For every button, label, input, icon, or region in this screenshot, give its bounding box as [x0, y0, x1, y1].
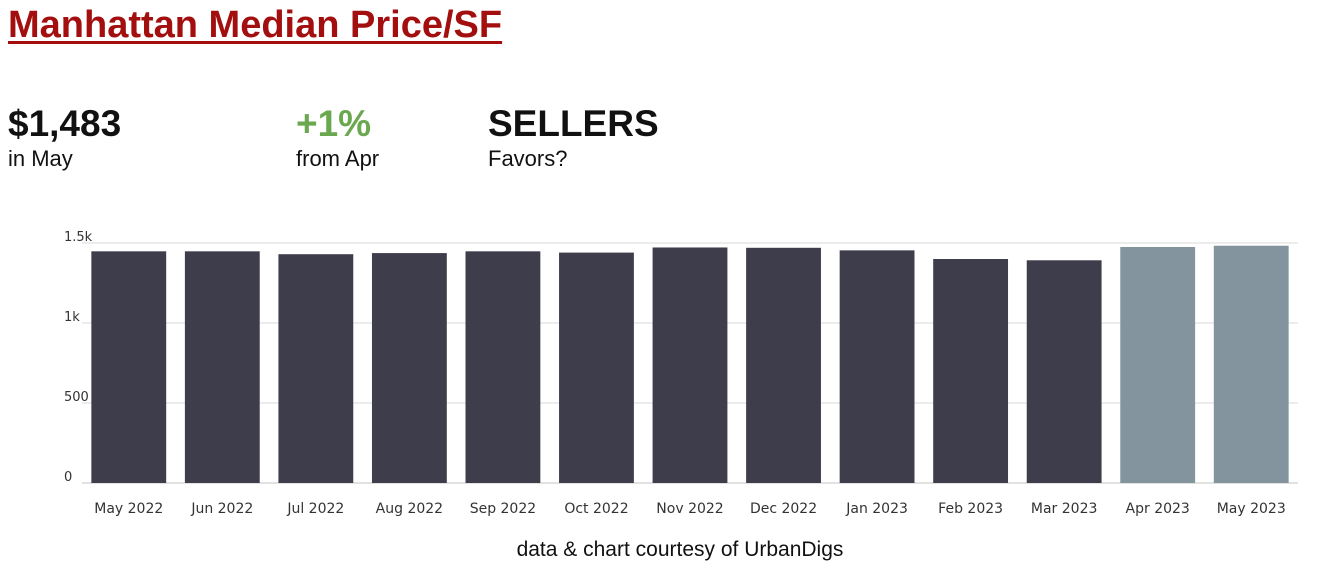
y-tick-label: 0	[64, 470, 72, 485]
x-tick-label: Jul 2022	[286, 501, 344, 517]
price-change-stat: +1% from Apr	[296, 102, 379, 172]
median-price-value: $1,483	[8, 103, 122, 144]
x-tick-label: Apr 2023	[1126, 501, 1190, 517]
page-title[interactable]: Manhattan Median Price/SF	[8, 4, 503, 46]
x-tick-label: Aug 2022	[376, 501, 443, 517]
x-tick-label: Nov 2022	[656, 501, 723, 517]
x-tick-label: May 2022	[94, 501, 163, 517]
y-tick-label: 1k	[64, 310, 80, 325]
price-bar-chart: May 2022 Jun 2022 Jul 2022 Aug 2022 Sep 2022…	[64, 230, 1298, 517]
chart-credit: data & chart courtesy of UrbanDigs	[516, 538, 844, 561]
x-tick-label: Dec 2022	[750, 501, 817, 517]
bar-sep-2022[interactable]	[465, 251, 541, 483]
bar-mar-2023[interactable]	[1026, 260, 1102, 483]
bar-dec-2022[interactable]	[746, 247, 821, 483]
y-axis-labels: 0 500 1k 1.5k	[64, 230, 93, 485]
x-tick-label: Oct 2022	[564, 501, 628, 517]
x-tick-label: May 2023	[1217, 501, 1286, 517]
x-tick-label: Jan 2023	[845, 501, 908, 517]
bar-aug-2022[interactable]	[371, 253, 447, 483]
x-tick-label: Jun 2022	[190, 501, 253, 517]
bar-jan-2023[interactable]	[839, 250, 915, 483]
median-price-stat: $1,483 in May	[8, 102, 121, 172]
x-tick-label: Sep 2022	[470, 501, 536, 517]
bar-nov-2022[interactable]	[652, 247, 728, 483]
bar-oct-2022[interactable]	[559, 252, 634, 483]
x-axis-labels: May 2022 Jun 2022 Jul 2022 Aug 2022 Sep 2022…	[94, 501, 1285, 517]
bar-feb-2023[interactable]	[933, 259, 1009, 483]
x-tick-label: Mar 2023	[1031, 501, 1098, 517]
price-change-value: +1%	[296, 103, 372, 144]
bar-jun-2022[interactable]	[184, 251, 260, 483]
bar-jul-2022[interactable]	[278, 254, 354, 483]
y-tick-label: 1.5k	[64, 230, 93, 245]
chart-bars	[91, 245, 1289, 483]
median-price-label: in May	[8, 146, 73, 171]
bar-may-2022[interactable]	[91, 251, 167, 483]
price-change-label: from Apr	[296, 146, 380, 171]
market-favors-stat: SELLERS Favors?	[488, 102, 659, 172]
market-favors-label: Favors?	[488, 146, 568, 171]
y-tick-label: 500	[64, 390, 89, 405]
bar-apr-2023[interactable]	[1120, 247, 1196, 483]
market-favors-value: SELLERS	[488, 103, 659, 144]
x-tick-label: Feb 2023	[938, 501, 1003, 517]
bar-may-2023[interactable]	[1213, 245, 1289, 483]
